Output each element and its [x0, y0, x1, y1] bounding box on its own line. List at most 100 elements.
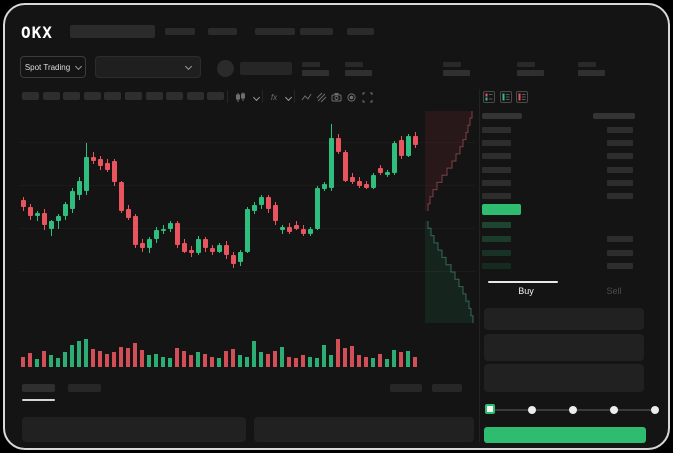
slider-handle[interactable] — [485, 404, 495, 414]
nav-item-placeholder[interactable] — [208, 28, 237, 35]
book-bids-only-icon[interactable] — [500, 91, 512, 103]
tab-sell[interactable]: Sell — [570, 281, 658, 301]
fullscreen-icon[interactable] — [361, 91, 373, 103]
volume-bar — [217, 358, 221, 367]
slider-step-dot[interactable] — [528, 406, 536, 414]
gridline — [20, 142, 475, 143]
candle-body — [182, 242, 187, 252]
book-asks-only-icon[interactable] — [516, 91, 528, 103]
bottom-tab-underline — [22, 399, 55, 401]
volume-bar — [252, 341, 256, 367]
ask-price-placeholder[interactable] — [482, 193, 511, 199]
gridline — [20, 185, 475, 186]
nav-item-placeholder[interactable] — [255, 28, 295, 35]
timeframe-button-placeholder[interactable] — [63, 92, 81, 100]
volume-bar — [364, 357, 368, 367]
bid-price-placeholder[interactable] — [482, 236, 511, 242]
ask-amount-placeholder[interactable] — [607, 193, 633, 199]
candle-body — [35, 212, 40, 217]
volume-bar — [308, 357, 312, 367]
bid-amount-placeholder[interactable] — [607, 263, 633, 269]
candle-body — [322, 184, 327, 190]
chevron-down-icon[interactable] — [282, 91, 294, 103]
bottom-action-placeholder[interactable] — [390, 384, 422, 392]
candle-body — [406, 136, 411, 156]
chevron-down-icon — [75, 62, 83, 70]
candle-body — [203, 239, 208, 249]
ask-price-placeholder[interactable] — [482, 167, 511, 173]
indicators-icon[interactable]: fx — [270, 92, 278, 102]
bid-price-placeholder[interactable] — [482, 263, 511, 269]
pair-select[interactable] — [95, 56, 201, 78]
timeframe-button-placeholder[interactable] — [186, 92, 204, 100]
ask-price-placeholder[interactable] — [482, 180, 511, 186]
avatar[interactable] — [217, 60, 234, 77]
timeframe-button-placeholder[interactable] — [104, 92, 122, 100]
ask-amount-placeholder[interactable] — [607, 167, 633, 173]
ask-price-placeholder[interactable] — [482, 153, 511, 159]
ask-amount-placeholder[interactable] — [607, 127, 633, 133]
candle-body — [168, 223, 173, 229]
bottom-tab-active-placeholder[interactable] — [22, 384, 55, 392]
timeframe-button-placeholder[interactable] — [83, 92, 101, 100]
buy-button[interactable] — [484, 427, 646, 443]
ask-amount-placeholder[interactable] — [607, 153, 633, 159]
line-tool-icon[interactable] — [300, 91, 312, 103]
volume-bar — [406, 351, 410, 367]
total-input-placeholder[interactable] — [484, 364, 644, 392]
settings-icon[interactable] — [345, 91, 357, 103]
timeframe-button-placeholder[interactable] — [207, 92, 225, 100]
market-selector-button[interactable]: Spot Trading — [20, 56, 86, 78]
candle-body — [238, 251, 243, 263]
ticker-stat-value-placeholder — [443, 70, 470, 76]
timeframe-button-placeholder[interactable] — [166, 92, 184, 100]
nav-item-placeholder[interactable] — [300, 28, 333, 35]
ask-amount-placeholder[interactable] — [607, 140, 633, 146]
nav-item-placeholder[interactable] — [347, 28, 374, 35]
ask-price-placeholder[interactable] — [482, 127, 511, 133]
snapshot-icon[interactable] — [330, 91, 342, 103]
candle-body — [308, 228, 313, 234]
slider-step-dot[interactable] — [569, 406, 577, 414]
orderbook-price-header-placeholder — [482, 113, 522, 119]
chart-type-icon[interactable] — [234, 91, 246, 103]
slider-step-dot[interactable] — [610, 406, 618, 414]
book-both-sides-icon[interactable] — [483, 91, 495, 103]
timeframe-button-placeholder[interactable] — [145, 92, 163, 100]
amount-input-placeholder[interactable] — [484, 334, 644, 361]
ask-price-placeholder[interactable] — [482, 140, 511, 146]
volume-bar — [385, 359, 389, 367]
ticker-stat-label-placeholder — [517, 62, 535, 67]
bottom-action-placeholder[interactable] — [432, 384, 462, 392]
volume-bar — [161, 357, 165, 367]
tab-buy[interactable]: Buy — [482, 281, 570, 301]
candle-body — [371, 175, 376, 188]
candle-body — [259, 196, 264, 206]
compare-icon[interactable] — [315, 91, 327, 103]
candle-body — [357, 180, 362, 186]
candle-body — [42, 212, 47, 225]
volume-bar — [315, 358, 319, 367]
candle-body — [70, 191, 75, 209]
slider-step-dot[interactable] — [651, 406, 659, 414]
buy-tab-label: Buy — [518, 286, 534, 296]
bid-amount-placeholder[interactable] — [607, 250, 633, 256]
bid-amount-placeholder[interactable] — [607, 236, 633, 242]
timeframe-button-placeholder[interactable] — [42, 92, 60, 100]
bid-price-placeholder[interactable] — [482, 250, 511, 256]
price-input-placeholder[interactable] — [484, 308, 644, 330]
candle-body — [189, 249, 194, 254]
timeframe-button-placeholder[interactable] — [22, 92, 39, 100]
candle-body — [147, 239, 152, 249]
bid-price-placeholder[interactable] — [482, 222, 511, 228]
candle-body — [63, 203, 68, 217]
chevron-down-icon[interactable] — [250, 91, 262, 103]
ask-amount-placeholder[interactable] — [607, 180, 633, 186]
account-placeholder[interactable] — [240, 62, 292, 75]
nav-item-placeholder[interactable] — [165, 28, 195, 35]
timeframe-button-placeholder[interactable] — [125, 92, 142, 100]
volume-bar — [392, 350, 396, 367]
search-bar-placeholder[interactable] — [70, 25, 155, 38]
candle-body — [98, 159, 103, 167]
bottom-tab-placeholder[interactable] — [68, 384, 101, 392]
